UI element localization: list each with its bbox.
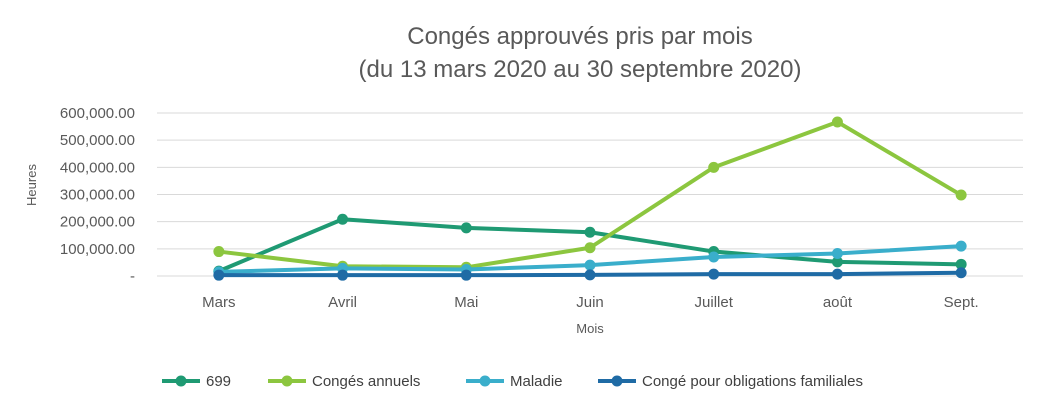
data-point (955, 240, 967, 252)
data-point (831, 268, 843, 280)
x-tick-label: Juillet (695, 294, 734, 311)
data-point (831, 116, 843, 128)
y-axis-title: Heures (24, 164, 39, 206)
y-tick-label: 400,000.00 (60, 159, 135, 176)
data-point (708, 161, 720, 173)
x-tick-label: août (823, 294, 853, 311)
legend-label: 699 (206, 373, 231, 390)
y-tick-label: - (130, 268, 135, 285)
data-point (955, 189, 967, 201)
x-tick-label: Mars (202, 294, 235, 311)
y-tick-label: 200,000.00 (60, 214, 135, 231)
data-point (831, 247, 843, 259)
data-point (584, 242, 596, 254)
legend-label: Congés annuels (312, 373, 420, 390)
data-point (584, 259, 596, 271)
legend-marker (611, 375, 623, 387)
data-point (955, 267, 967, 279)
legend-marker (175, 375, 187, 387)
y-tick-label: 500,000.00 (60, 132, 135, 149)
data-point (955, 258, 967, 270)
x-tick-label: Avril (328, 294, 357, 311)
data-point (831, 256, 843, 268)
legend-item: Congés annuels (268, 373, 420, 390)
data-point (213, 269, 225, 281)
data-point (584, 269, 596, 281)
legend-marker (479, 375, 491, 387)
series-4 (213, 267, 967, 281)
x-tick-label: Mai (454, 294, 478, 311)
chart-title-line2: (du 13 mars 2020 au 30 septembre 2020) (359, 56, 802, 83)
data-point (337, 269, 349, 281)
x-tick-label: Sept. (944, 294, 979, 311)
data-point (708, 251, 720, 263)
data-point (337, 213, 349, 225)
data-point (460, 269, 472, 281)
x-axis-title: Mois (576, 321, 604, 336)
legend-item: Congé pour obligations familiales (598, 373, 863, 390)
data-point (584, 226, 596, 238)
legend-label: Maladie (510, 373, 563, 390)
legend-label: Congé pour obligations familiales (642, 373, 863, 390)
legend-marker (281, 375, 293, 387)
data-point (213, 246, 225, 258)
series-1 (213, 213, 967, 277)
chart-title-line1: Congés approuvés pris par mois (407, 23, 753, 50)
data-point (708, 268, 720, 280)
legend-item: 699 (162, 373, 231, 390)
data-point (460, 222, 472, 234)
y-tick-label: 100,000.00 (60, 241, 135, 258)
y-tick-label: 300,000.00 (60, 187, 135, 204)
y-tick-label: 600,000.00 (60, 105, 135, 122)
legend-item: Maladie (466, 373, 563, 390)
x-tick-label: Juin (576, 294, 604, 311)
